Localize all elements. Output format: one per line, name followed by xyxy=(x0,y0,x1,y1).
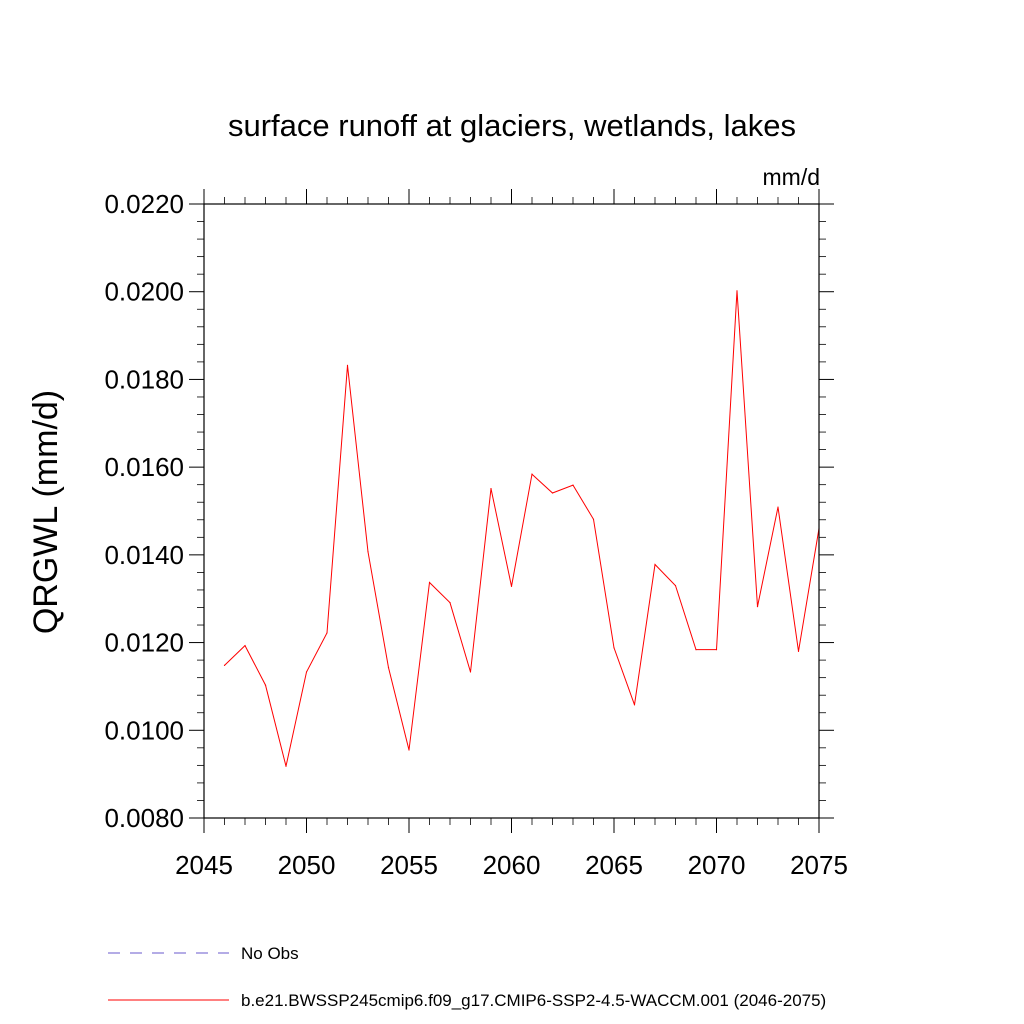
x-tick-label: 2045 xyxy=(175,850,233,880)
data-point xyxy=(531,473,533,475)
chart-title: surface runoff at glaciers, wetlands, la… xyxy=(228,108,796,143)
x-tick-label: 2075 xyxy=(790,850,848,880)
data-point xyxy=(408,749,410,751)
data-point xyxy=(244,645,246,647)
data-point xyxy=(285,765,287,767)
data-point xyxy=(367,551,369,553)
data-point xyxy=(223,664,226,666)
y-tick-label: 0.0120 xyxy=(104,628,184,658)
data-point xyxy=(305,671,308,673)
data-point xyxy=(592,518,595,520)
tick-labels: 0.0080 0.0100 0.0120 0.0140 0.0160 0.0180 0.02… xyxy=(104,189,847,880)
y-tick-label: 0.0220 xyxy=(104,189,184,219)
x-tick-label: 2070 xyxy=(688,850,746,880)
x-tick-label: 2050 xyxy=(278,850,336,880)
series-line xyxy=(224,290,820,767)
y-tick-label: 0.0080 xyxy=(104,803,184,833)
legend: No Obs b.e21.BWSSP245cmip6.f09_g17.CMIP6… xyxy=(108,944,826,1010)
data-point xyxy=(715,648,718,651)
data-point xyxy=(510,585,513,588)
data-point xyxy=(756,606,759,608)
y-axis-label: QRGWL (mm/d) xyxy=(27,390,65,634)
x-tick-label: 2060 xyxy=(483,850,541,880)
y-tick-label: 0.0160 xyxy=(104,452,184,482)
units-label: mm/d xyxy=(763,164,821,190)
data-point xyxy=(551,492,554,494)
data-points xyxy=(223,290,820,767)
data-point xyxy=(797,650,800,652)
y-tick-label: 0.0180 xyxy=(104,364,184,394)
data-point xyxy=(695,648,697,651)
x-tick-label: 2065 xyxy=(585,850,643,880)
data-point xyxy=(346,364,349,366)
data-point xyxy=(469,671,472,673)
data-point xyxy=(654,563,656,566)
y-tick-label: 0.0140 xyxy=(104,540,184,570)
axis-ticks xyxy=(189,189,834,833)
data-point xyxy=(490,488,492,490)
data-point xyxy=(613,647,615,649)
legend-label-model: b.e21.BWSSP245cmip6.f09_g17.CMIP6-SSP2-4… xyxy=(241,991,826,1010)
data-point xyxy=(428,581,431,584)
x-tick-label: 2055 xyxy=(380,850,438,880)
data-point xyxy=(736,290,738,292)
y-tick-label: 0.0100 xyxy=(104,715,184,745)
legend-label-no-obs: No Obs xyxy=(241,944,299,963)
data-point xyxy=(572,484,574,486)
plot-frame xyxy=(203,203,820,819)
data-point xyxy=(326,632,328,634)
data-point xyxy=(387,666,390,669)
data-point xyxy=(264,684,267,686)
data-point xyxy=(674,584,677,587)
data-point xyxy=(449,602,451,604)
data-point xyxy=(777,506,779,508)
y-tick-label: 0.0200 xyxy=(104,277,184,307)
data-point xyxy=(633,704,636,706)
